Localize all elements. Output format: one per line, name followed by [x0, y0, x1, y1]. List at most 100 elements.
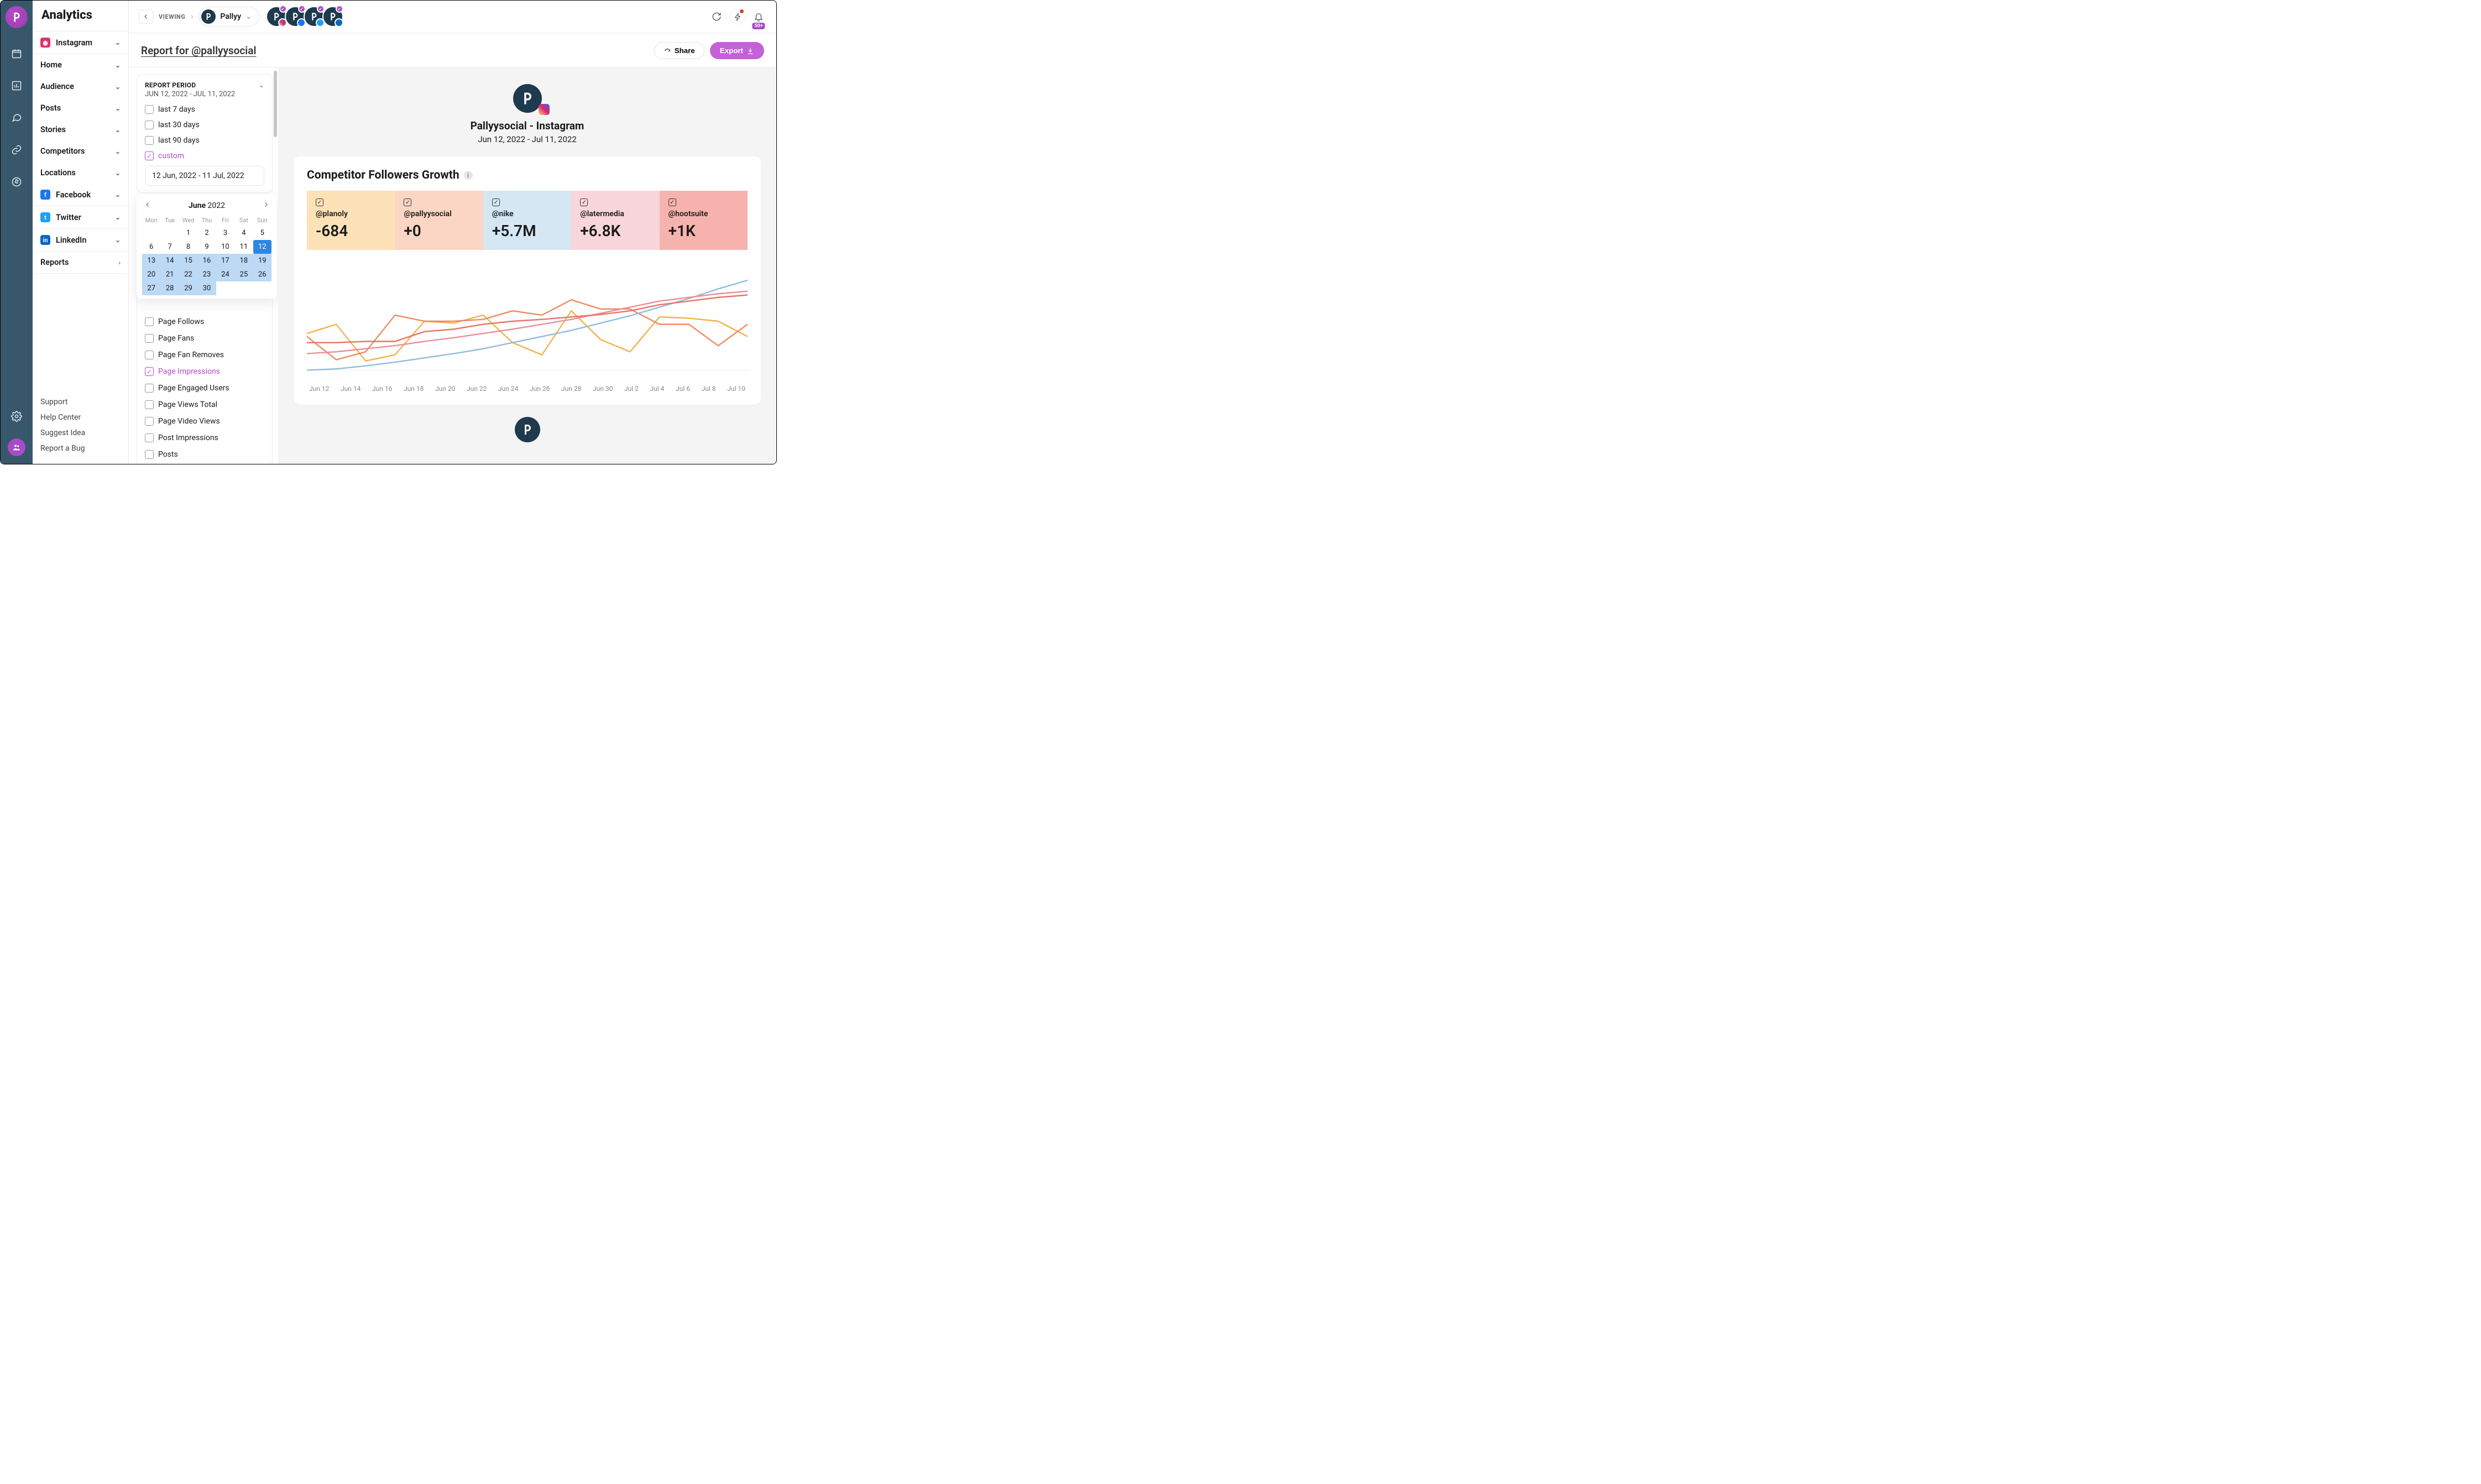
- calendar-day[interactable]: 3: [216, 226, 234, 240]
- sidebar-title: Analytics: [33, 1, 128, 32]
- calendar-day[interactable]: 20: [142, 268, 160, 281]
- metric-page-engaged-users[interactable]: Page Engaged Users: [145, 384, 264, 393]
- calendar-day[interactable]: 6: [142, 240, 160, 254]
- calendar-prev[interactable]: [144, 201, 151, 210]
- calendar-day[interactable]: 21: [160, 268, 179, 281]
- compass-icon[interactable]: [7, 172, 27, 192]
- calendar-day[interactable]: 15: [179, 254, 197, 268]
- calendar-day[interactable]: 1: [179, 226, 197, 240]
- account-pill-ig[interactable]: ✓: [266, 6, 287, 27]
- settings-icon[interactable]: [7, 406, 27, 426]
- config-column: REPORT PERIOD JUN 12, 2022 - JUL 11, 202…: [129, 67, 278, 464]
- calendar-day[interactable]: 25: [234, 268, 253, 281]
- metric-page-follows[interactable]: Page Follows: [145, 317, 264, 326]
- metric-page-fans[interactable]: Page Fans: [145, 334, 264, 343]
- sidebar-item-competitors[interactable]: Competitors⌄: [33, 140, 128, 162]
- account-pill-fb[interactable]: ✓: [285, 6, 306, 27]
- competitor-cell-planoly[interactable]: ✓ @planoly -684: [307, 191, 395, 250]
- calendar-day[interactable]: 24: [216, 268, 234, 281]
- metric-label: Page Engaged Users: [158, 384, 229, 393]
- brand-selector[interactable]: Pallyy ⌄: [199, 7, 259, 27]
- sidebar-item-posts[interactable]: Posts⌄: [33, 97, 128, 119]
- calendar-day[interactable]: 19: [253, 254, 271, 268]
- back-button[interactable]: [139, 9, 153, 24]
- footer-link-suggest-idea[interactable]: Suggest Idea: [40, 425, 121, 441]
- account-pill-li[interactable]: ✓: [322, 6, 343, 27]
- calendar-day[interactable]: 27: [142, 281, 160, 295]
- calendar-day[interactable]: 18: [234, 254, 253, 268]
- sidebar-item-label: Competitors: [40, 147, 85, 156]
- calendar-day[interactable]: 13: [142, 254, 160, 268]
- calendar-next[interactable]: [263, 201, 269, 210]
- sidebar-section-twitter[interactable]: tTwitter⌄: [33, 206, 128, 229]
- export-button[interactable]: Export: [710, 42, 764, 59]
- sidebar-item-locations[interactable]: Locations⌄: [33, 162, 128, 184]
- x-tick-label: Jun 30: [593, 385, 613, 393]
- account-pill-tw[interactable]: ✓: [304, 6, 325, 27]
- bolt-icon[interactable]: [730, 9, 745, 24]
- chart-x-axis: Jun 12Jun 14Jun 16Jun 18Jun 20Jun 22Jun …: [307, 385, 748, 393]
- scrollbar-thumb[interactable]: [274, 71, 277, 137]
- sidebar-item-home[interactable]: Home⌄: [33, 54, 128, 76]
- report-title[interactable]: Report for @pallyysocial: [141, 44, 256, 57]
- calendar-day[interactable]: 22: [179, 268, 197, 281]
- export-label: Export: [720, 46, 743, 55]
- calendar-day[interactable]: 10: [216, 240, 234, 254]
- user-avatar[interactable]: [8, 438, 25, 456]
- competitor-cell-hootsuite[interactable]: ✓ @hootsuite +1K: [660, 191, 748, 250]
- sidebar-section-linkedin[interactable]: inLinkedIn⌄: [33, 229, 128, 252]
- calendar-day[interactable]: 7: [160, 240, 179, 254]
- calendar-day[interactable]: 4: [234, 226, 253, 240]
- calendar-day[interactable]: 14: [160, 254, 179, 268]
- competitor-growth-card: Competitor Followers Growth i ✓ @planoly…: [294, 156, 761, 405]
- competitor-cell-latermedia[interactable]: ✓ @latermedia +6.8K: [571, 191, 659, 250]
- calendar-day[interactable]: 28: [160, 281, 179, 295]
- sidebar-section-instagram[interactable]: ◉Instagram⌄: [33, 32, 128, 54]
- checkbox-icon: [145, 450, 154, 459]
- calendar-day[interactable]: 26: [253, 268, 271, 281]
- calendar-day[interactable]: 30: [197, 281, 216, 295]
- report-period-toggle[interactable]: REPORT PERIOD JUN 12, 2022 - JUL 11, 202…: [145, 81, 264, 98]
- sidebar-item-audience[interactable]: Audience⌄: [33, 76, 128, 97]
- analytics-icon[interactable]: [7, 76, 27, 96]
- metric-page-impressions[interactable]: ✓Page Impressions: [145, 367, 264, 376]
- comments-icon[interactable]: [7, 108, 27, 128]
- metric-post-impressions[interactable]: Post Impressions: [145, 433, 264, 442]
- footer-link-help-center[interactable]: Help Center: [40, 410, 121, 425]
- footer-link-report-a-bug[interactable]: Report a Bug: [40, 441, 121, 456]
- bell-icon[interactable]: 50+: [751, 9, 766, 24]
- period-option-custom[interactable]: ✓custom: [145, 151, 264, 160]
- x-tick-label: Jul 10: [727, 385, 745, 393]
- link-icon[interactable]: [7, 140, 27, 160]
- metric-posts[interactable]: Posts: [145, 450, 264, 459]
- competitor-cell-nike[interactable]: ✓ @nike +5.7M: [483, 191, 571, 250]
- footer-link-support[interactable]: Support: [40, 394, 121, 410]
- sidebar-item-stories[interactable]: Stories⌄: [33, 119, 128, 140]
- competitor-cell-pallyysocial[interactable]: ✓ @pallyysocial +0: [395, 191, 483, 250]
- calendar-day[interactable]: 9: [197, 240, 216, 254]
- calendar-day[interactable]: 29: [179, 281, 197, 295]
- calendar-day[interactable]: 16: [197, 254, 216, 268]
- calendar-day[interactable]: 17: [216, 254, 234, 268]
- calendar-day[interactable]: 12: [253, 240, 271, 254]
- sidebar-section-facebook[interactable]: fFacebook⌄: [33, 184, 128, 206]
- calendar-day[interactable]: 23: [197, 268, 216, 281]
- calendar-icon[interactable]: [7, 44, 27, 64]
- refresh-icon[interactable]: [709, 9, 724, 24]
- sidebar-section-reports[interactable]: Reports›: [33, 252, 128, 274]
- metric-page-fan-removes[interactable]: Page Fan Removes: [145, 351, 264, 359]
- info-icon[interactable]: i: [464, 171, 473, 180]
- share-button[interactable]: Share: [654, 42, 704, 59]
- period-option-last-7-days[interactable]: last 7 days: [145, 105, 264, 114]
- period-option-last-90-days[interactable]: last 90 days: [145, 136, 264, 145]
- calendar-day[interactable]: 8: [179, 240, 197, 254]
- calendar-day[interactable]: 11: [234, 240, 253, 254]
- option-label: custom: [158, 151, 184, 160]
- calendar-day[interactable]: 2: [197, 226, 216, 240]
- metric-page-video-views[interactable]: Page Video Views: [145, 417, 264, 426]
- period-option-last-30-days[interactable]: last 30 days: [145, 121, 264, 129]
- metric-page-views-total[interactable]: Page Views Total: [145, 400, 264, 409]
- calendar-day[interactable]: 5: [253, 226, 271, 240]
- option-label: last 90 days: [158, 136, 200, 145]
- date-range-input[interactable]: 12 Jun, 2022 - 11 Jul, 2022: [145, 166, 264, 186]
